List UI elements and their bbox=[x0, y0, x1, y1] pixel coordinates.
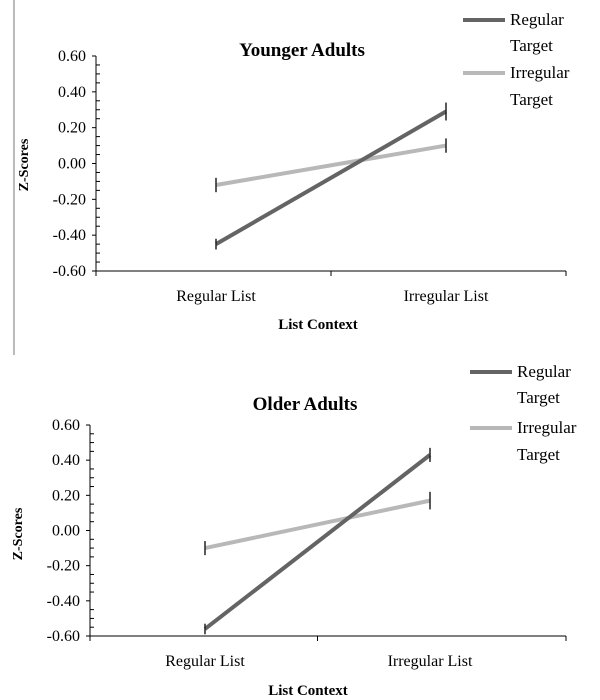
y-tick-label: 0.20 bbox=[52, 487, 80, 504]
x-category-label: Irregular List bbox=[404, 288, 489, 305]
x-category-label: Irregular List bbox=[388, 653, 473, 670]
legend-label: Target bbox=[517, 445, 560, 464]
chart-title: Younger Adults bbox=[239, 40, 365, 61]
y-tick-label: -0.60 bbox=[53, 263, 86, 280]
series-line-regular-target bbox=[203, 453, 432, 631]
legend-label: Target bbox=[517, 388, 560, 407]
y-axis-label: Z-Scores bbox=[11, 507, 26, 560]
series-line-irregular-target bbox=[215, 143, 447, 187]
y-tick-label: 0.40 bbox=[58, 84, 86, 101]
y-tick-label: -0.40 bbox=[47, 593, 80, 610]
chart-younger: Younger Adults 0.60 0.40 0.20 0.00 -0.20 -0.40… bbox=[13, 0, 570, 355]
legend-label: Irregular bbox=[517, 418, 577, 437]
y-axis-label: Z-Scores bbox=[17, 138, 32, 191]
y-tick-label: -0.20 bbox=[53, 191, 86, 208]
y-tick-label: -0.20 bbox=[47, 558, 80, 575]
y-tick-label: -0.40 bbox=[53, 227, 86, 244]
y-tick-label: 0.40 bbox=[52, 452, 80, 469]
series-line-irregular-target bbox=[204, 498, 431, 551]
legend-label: Target bbox=[510, 36, 553, 55]
x-axis-label: List Context bbox=[278, 317, 358, 333]
y-tick-label: 0.00 bbox=[52, 523, 80, 540]
y-tick-label: -0.60 bbox=[47, 628, 80, 645]
y-tick-label: 0.00 bbox=[58, 156, 86, 173]
legend-label: Regular bbox=[510, 10, 564, 29]
x-axis-label: List Context bbox=[268, 683, 348, 699]
legend-label: Irregular bbox=[510, 63, 570, 82]
legend-label: Target bbox=[510, 90, 553, 109]
x-category-label: Regular List bbox=[176, 288, 256, 305]
y-tick-label: 0.20 bbox=[58, 120, 86, 137]
chart-title: Older Adults bbox=[253, 394, 358, 415]
series-line-regular-target bbox=[215, 109, 447, 246]
chart-older: Older Adults 0.60 0.40 0.20 0.00 -0.20 -0.40 -0… bbox=[11, 362, 577, 699]
x-category-label: Regular List bbox=[165, 653, 245, 670]
y-tick-label: 0.60 bbox=[58, 48, 86, 65]
legend-label: Regular bbox=[517, 362, 571, 381]
y-tick-label: 0.60 bbox=[52, 417, 80, 434]
